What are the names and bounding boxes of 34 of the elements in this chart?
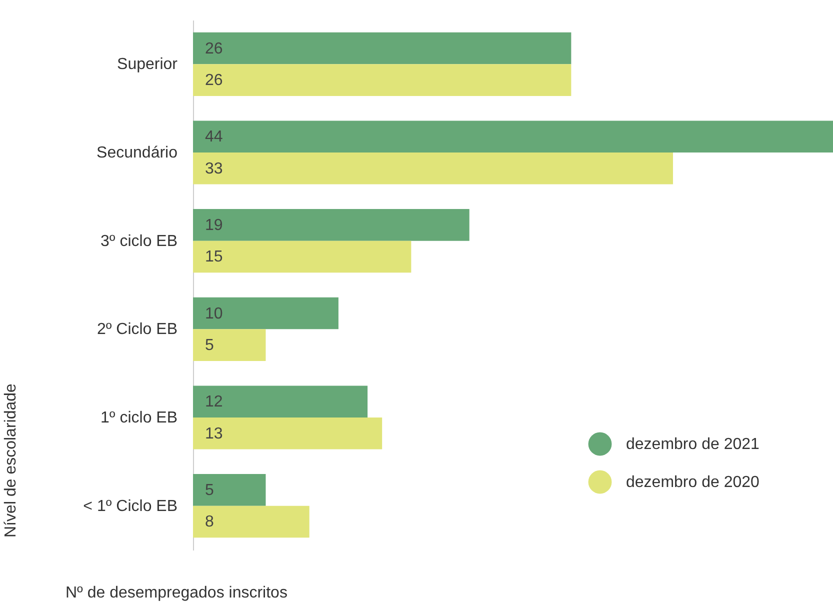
bar <box>193 386 368 418</box>
y-tick-label: Superior <box>117 56 178 74</box>
data-label: 13 <box>205 425 223 442</box>
bar <box>193 418 382 450</box>
y-tick-label: 2º Ciclo EB <box>96 321 178 338</box>
bar <box>193 152 673 184</box>
y-tick-label: 1º ciclo EB <box>100 410 178 426</box>
bar <box>193 120 833 152</box>
data-label: 5 <box>205 337 214 354</box>
bar <box>193 209 470 241</box>
legend-label: dezembro de 2021 <box>626 436 760 453</box>
bar <box>193 297 338 330</box>
bar <box>193 329 266 361</box>
data-label: 5 <box>205 482 214 499</box>
data-label: 12 <box>205 394 223 411</box>
y-tick-label: Secundário <box>96 144 178 162</box>
y-tick-label: < 1º Ciclo EB <box>83 498 178 515</box>
data-label: 19 <box>205 216 223 234</box>
bar <box>193 64 572 96</box>
bar <box>193 32 572 64</box>
data-label: 10 <box>205 305 223 322</box>
bar <box>193 506 310 538</box>
data-label: 33 <box>205 160 223 178</box>
data-label: 15 <box>205 248 223 266</box>
bar <box>193 240 412 273</box>
data-label: 44 <box>205 128 223 146</box>
y-axis-title: Nível de escolaridade <box>2 383 20 538</box>
bar <box>193 474 266 506</box>
data-label: 26 <box>205 72 223 90</box>
data-label: 8 <box>205 514 214 531</box>
y-tick-label: 3º ciclo EB <box>100 232 178 250</box>
x-axis-title: Nº de desempregados inscritos <box>66 584 288 602</box>
legend-label: dezembro de 2020 <box>626 474 760 491</box>
data-label: 26 <box>205 40 223 58</box>
